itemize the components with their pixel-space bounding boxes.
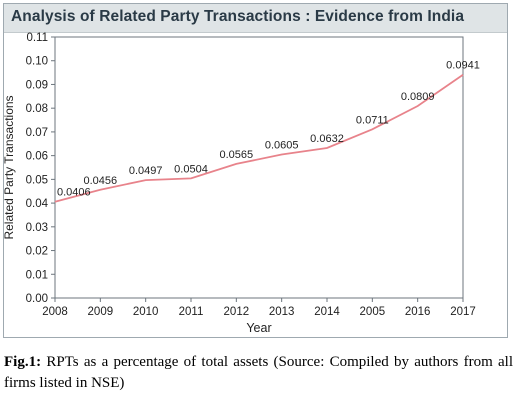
x-axis: 2008 2009 2010 2011 2012 2013 2014 2005 2016 2017 [42, 298, 476, 318]
x-tick-label: 2010 [133, 306, 159, 318]
y-tick-label: 0.10 [26, 56, 48, 68]
data-label: 0.0632 [310, 133, 344, 145]
x-axis-title: Year [246, 321, 271, 335]
y-tick-label: 0.00 [26, 293, 48, 305]
figure-caption-text: RPTs as a percentage of total assets (So… [4, 354, 514, 391]
y-tick-label: 0.03 [26, 222, 48, 234]
data-label: 0.0809 [401, 91, 435, 103]
y-tick-label: 0.04 [26, 198, 49, 210]
x-tick-label: 2011 [179, 306, 204, 318]
y-axis-title: Related Party Transactions [2, 95, 16, 239]
x-tick-label: 2016 [405, 306, 431, 318]
x-tick-label: 2017 [450, 306, 476, 318]
x-tick-label: 2008 [42, 306, 68, 318]
x-tick-label: 2009 [88, 306, 114, 318]
x-tick-label: 2012 [224, 306, 250, 318]
data-label: 0.0497 [129, 165, 163, 177]
series-line [54, 73, 464, 203]
y-tick-label: 0.05 [26, 174, 48, 186]
data-label: 0.0941 [446, 60, 480, 72]
plot-area [54, 36, 464, 299]
chart-header-title: Analysis of Related Party Transactions :… [11, 8, 465, 25]
y-tick-label: 0.07 [26, 127, 48, 139]
data-label: 0.0504 [174, 163, 208, 175]
chart-header-bar: Analysis of Related Party Transactions :… [4, 4, 507, 33]
y-tick-label: 0.01 [26, 269, 48, 281]
data-label: 0.0565 [220, 149, 254, 161]
data-label: 0.0605 [265, 139, 299, 151]
y-tick-label: 0.08 [26, 103, 48, 115]
x-tick-label: 2013 [269, 306, 295, 318]
figure-caption-label: Fig.1: [4, 354, 42, 370]
y-tick-label: 0.11 [26, 32, 48, 44]
y-tick-label: 0.02 [26, 246, 48, 258]
x-tick-label: 2005 [360, 306, 386, 318]
x-tick-label: 2014 [314, 306, 340, 318]
y-tick-label: 0.09 [26, 79, 48, 91]
y-axis: 0.00 0.01 0.02 0.03 0.04 0.05 0.06 0.07 0.08 0.09… [26, 32, 55, 305]
data-label: 0.0711 [356, 114, 389, 126]
data-label: 0.0456 [84, 175, 118, 187]
line-chart: 0.00 0.01 0.02 0.03 0.04 0.05 0.06 0.07 0.08 0.09… [2, 32, 480, 335]
figure-caption: Fig.1: RPTs as a percentage of total ass… [4, 352, 513, 394]
y-tick-label: 0.06 [26, 151, 48, 163]
data-label: 0.0406 [57, 187, 91, 199]
plot-border [54, 36, 464, 299]
